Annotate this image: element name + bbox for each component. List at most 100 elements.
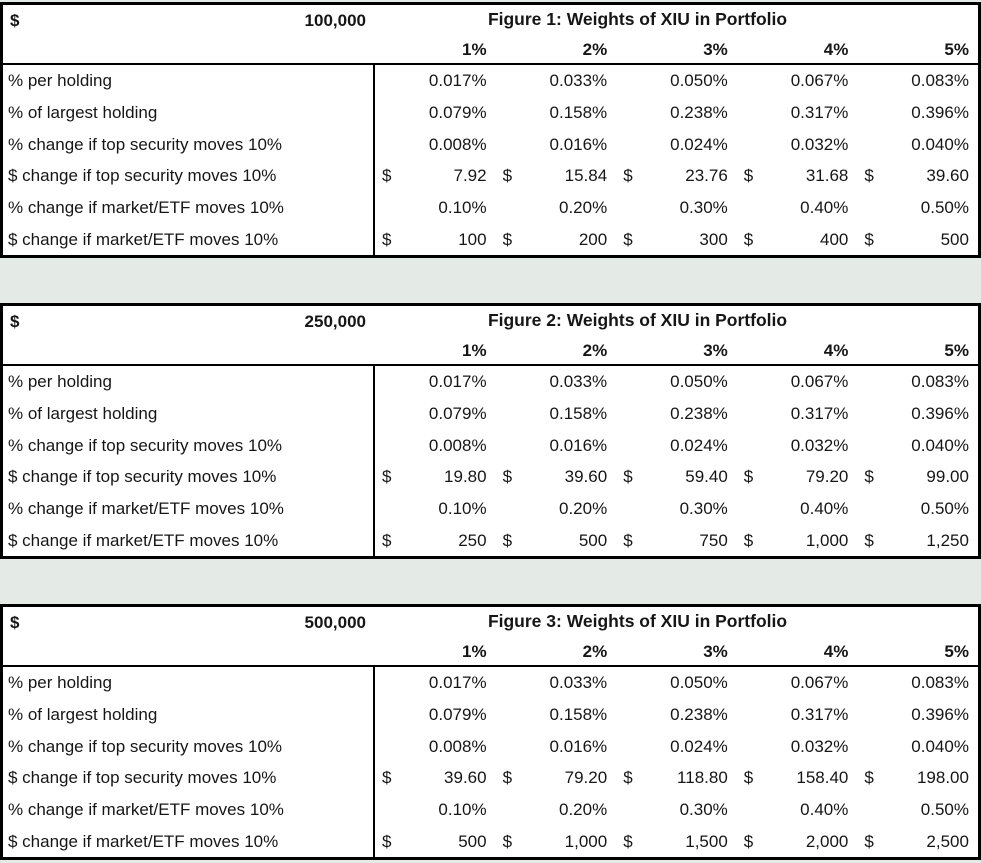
dollar-sign: $: [743, 530, 754, 550]
portfolio-cell: $ 500,000: [3, 607, 375, 637]
cell-value: 0.024%: [670, 134, 728, 154]
row-label: % of largest holding: [3, 397, 375, 430]
dollar-sign: $: [623, 530, 633, 550]
dollar-sign: $: [623, 831, 633, 851]
portfolio-header-row: $ 100,000 Figure 1: Weights of XIU in Po…: [3, 5, 978, 35]
cell-value: 0.40%: [800, 198, 849, 218]
value-cell: 0.040%: [857, 429, 978, 461]
dollar-sign: $: [382, 530, 392, 550]
value-cell: $ 1,000: [496, 825, 617, 857]
cell-value: 1,000: [805, 530, 849, 550]
empty-header-cell: [3, 637, 375, 665]
dollar-sign: $: [382, 166, 392, 186]
cell-value: 0.40%: [800, 499, 849, 519]
cell-value: 39.60: [444, 768, 487, 788]
cell-value: 0.017%: [428, 71, 487, 91]
value-cell: 0.008%: [375, 429, 496, 461]
value-cell: 0.008%: [375, 128, 496, 160]
cell-value: 0.040%: [911, 435, 969, 455]
cell-value: 0.238%: [670, 404, 728, 423]
dollar-sign: $: [382, 229, 392, 249]
cell-value: 0.10%: [438, 499, 487, 519]
row-label: % of largest holding: [3, 96, 375, 129]
cell-value: 0.032%: [790, 134, 849, 154]
cell-value: 0.050%: [670, 673, 728, 693]
cell-value: 79.20: [805, 467, 849, 487]
value-cell: $ 19.80: [375, 461, 496, 493]
table-row: % per holding 0.017% 0.033% 0.050% 0.067…: [3, 667, 978, 699]
value-cell: 0.317%: [737, 699, 858, 731]
portfolio-value: 500,000: [304, 612, 366, 632]
value-cell: 0.10%: [375, 794, 496, 826]
row-label: $ change if market/ETF moves 10%: [3, 223, 375, 256]
empty-header-cell: [3, 35, 375, 63]
value-cell: 0.016%: [496, 730, 617, 762]
cell-value: 0.016%: [549, 435, 608, 455]
cell-value: 0.20%: [558, 800, 608, 820]
value-cell: 0.016%: [496, 128, 617, 160]
cell-value: 0.158%: [549, 705, 608, 724]
cell-value: 0.396%: [911, 103, 969, 122]
cell-value: 0.033%: [549, 673, 608, 693]
cell-value: 59.40: [685, 467, 728, 487]
cell-value: 0.238%: [670, 705, 728, 724]
cell-value: 0.158%: [549, 103, 608, 122]
cell-value: 39.60: [564, 467, 608, 487]
table-row: % change if top security moves 10% 0.008…: [3, 730, 978, 763]
cell-value: 0.024%: [670, 435, 728, 455]
dollar-sign: $: [382, 831, 392, 851]
cell-value: 0.317%: [790, 705, 849, 724]
value-cell: $ 2,000: [737, 825, 858, 857]
cell-value: 0.083%: [911, 673, 969, 693]
cell-value: 23.76: [685, 166, 728, 186]
table-row: % per holding 0.017% 0.033% 0.050% 0.067…: [3, 366, 978, 398]
cell-value: 0.317%: [790, 103, 849, 122]
value-cell: 0.083%: [857, 65, 978, 97]
value-cell: 0.033%: [496, 667, 617, 699]
table-row: % change if top security moves 10% 0.008…: [3, 128, 978, 161]
cell-value: 0.10%: [438, 800, 487, 820]
value-cell: 0.40%: [737, 493, 858, 525]
row-label: $ change if top security moves 10%: [3, 762, 375, 794]
weights-header-row: 1% 2% 3% 4% 5%: [3, 35, 978, 65]
row-label: % change if top security moves 10%: [3, 429, 375, 462]
value-cell: 0.050%: [616, 366, 737, 398]
value-cell: 0.050%: [616, 65, 737, 97]
table-row: % change if market/ETF moves 10% 0.10% 0…: [3, 793, 978, 826]
value-cell: 0.158%: [496, 97, 617, 129]
cell-value: 19.80: [444, 467, 487, 487]
figure-title: Figure 2: Weights of XIU in Portfolio: [487, 310, 788, 331]
dollar-sign: $: [743, 467, 754, 487]
value-cell: 0.50%: [857, 794, 978, 826]
cell-value: 198.00: [916, 768, 969, 788]
weight-column-header: 2%: [582, 39, 608, 59]
weight-column-header: 3%: [703, 641, 728, 661]
value-cell: $ 2,500: [857, 825, 978, 857]
value-cell: $ 300: [616, 223, 737, 255]
cell-value: 2,000: [805, 831, 849, 851]
row-label: $ change if market/ETF moves 10%: [3, 524, 375, 557]
value-cell: 0.079%: [375, 398, 496, 430]
dollar-sign: $: [382, 768, 392, 788]
value-cell: 0.40%: [737, 192, 858, 224]
value-cell: 0.067%: [737, 667, 858, 699]
value-cell: $ 750: [616, 524, 737, 556]
table-row: % of largest holding 0.079% 0.158% 0.238…: [3, 96, 978, 129]
dollar-sign: $: [623, 229, 633, 249]
dollar-sign: $: [864, 229, 874, 249]
row-label: $ change if top security moves 10%: [3, 160, 375, 192]
dollar-sign: $: [864, 166, 874, 186]
cell-value: 7.92: [453, 166, 487, 186]
value-cell: 0.10%: [375, 493, 496, 525]
table-row: $ change if market/ETF moves 10% $ 500 $…: [3, 825, 978, 858]
value-cell: 0.396%: [857, 97, 978, 129]
row-label: % per holding: [3, 667, 375, 699]
cell-value: 0.008%: [428, 134, 487, 154]
currency-symbol: $: [10, 10, 20, 30]
value-cell: 0.20%: [496, 192, 617, 224]
table-row: $ change if top security moves 10% $ 19.…: [3, 461, 978, 493]
value-cell: $ 39.60: [375, 762, 496, 794]
value-cell: 0.079%: [375, 699, 496, 731]
weight-column-header: 4%: [823, 340, 849, 360]
cell-value: 0.017%: [428, 673, 487, 693]
